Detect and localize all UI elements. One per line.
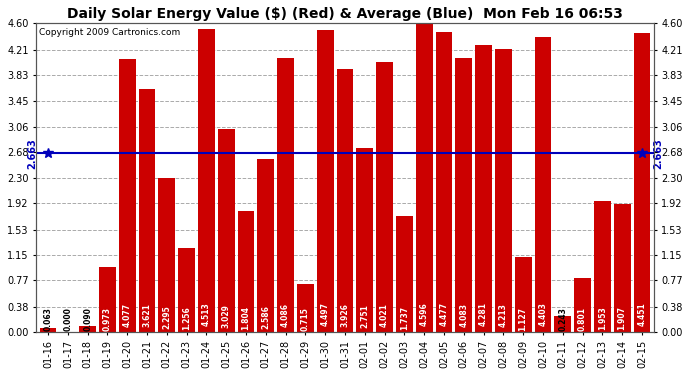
Text: 1.737: 1.737 — [400, 306, 409, 330]
Text: 1.256: 1.256 — [182, 307, 191, 330]
Bar — [535, 37, 551, 332]
Bar — [99, 267, 116, 332]
Text: 4.513: 4.513 — [202, 302, 211, 326]
Text: 0.243: 0.243 — [558, 307, 567, 331]
Text: 4.086: 4.086 — [281, 303, 290, 327]
Bar — [554, 316, 571, 332]
Bar — [515, 256, 531, 332]
Bar — [613, 204, 631, 332]
Text: 4.077: 4.077 — [123, 303, 132, 327]
Text: 2.295: 2.295 — [162, 305, 171, 329]
Bar — [237, 211, 255, 332]
Bar — [139, 89, 155, 332]
Bar — [218, 129, 235, 332]
Bar — [356, 148, 373, 332]
Bar — [317, 30, 334, 332]
Bar — [633, 33, 651, 332]
Bar — [198, 29, 215, 332]
Bar — [475, 45, 492, 332]
Bar — [79, 326, 96, 332]
Bar — [39, 328, 57, 332]
Text: 4.403: 4.403 — [538, 302, 547, 326]
Text: 0.973: 0.973 — [103, 307, 112, 331]
Text: 1.953: 1.953 — [598, 306, 607, 330]
Text: Copyright 2009 Cartronics.com: Copyright 2009 Cartronics.com — [39, 28, 181, 37]
Text: 1.127: 1.127 — [519, 307, 528, 331]
Text: 4.451: 4.451 — [638, 303, 647, 326]
Bar — [257, 159, 274, 332]
Bar — [159, 178, 175, 332]
Text: 0.000: 0.000 — [63, 307, 72, 331]
Text: 0.090: 0.090 — [83, 307, 92, 331]
Text: 4.497: 4.497 — [321, 302, 330, 326]
Bar — [297, 284, 314, 332]
Bar — [337, 69, 353, 332]
Text: 2.663: 2.663 — [27, 138, 37, 169]
Bar — [396, 216, 413, 332]
Text: 3.621: 3.621 — [143, 303, 152, 327]
Text: 0.801: 0.801 — [578, 307, 587, 331]
Bar — [277, 58, 294, 332]
Text: 1.907: 1.907 — [618, 306, 627, 330]
Bar — [455, 58, 472, 332]
Bar — [435, 32, 453, 332]
Text: 4.281: 4.281 — [479, 302, 488, 326]
Text: 2.663: 2.663 — [653, 138, 663, 169]
Text: 3.926: 3.926 — [340, 303, 350, 327]
Bar — [376, 62, 393, 332]
Text: 4.213: 4.213 — [499, 303, 508, 327]
Text: 0.715: 0.715 — [301, 308, 310, 331]
Text: 4.477: 4.477 — [440, 302, 449, 326]
Bar — [574, 278, 591, 332]
Text: 4.596: 4.596 — [420, 302, 428, 326]
Bar — [416, 24, 433, 332]
Text: 1.804: 1.804 — [241, 306, 250, 330]
Title: Daily Solar Energy Value ($) (Red) & Average (Blue)  Mon Feb 16 06:53: Daily Solar Energy Value ($) (Red) & Ave… — [67, 7, 623, 21]
Text: 0.063: 0.063 — [43, 307, 52, 331]
Text: 3.029: 3.029 — [221, 304, 230, 328]
Bar — [119, 58, 136, 332]
Bar — [178, 248, 195, 332]
Bar — [495, 50, 512, 332]
Bar — [594, 201, 611, 332]
Text: 4.021: 4.021 — [380, 303, 389, 327]
Text: 2.751: 2.751 — [360, 304, 369, 328]
Text: 2.586: 2.586 — [262, 305, 270, 329]
Text: 4.083: 4.083 — [460, 303, 469, 327]
